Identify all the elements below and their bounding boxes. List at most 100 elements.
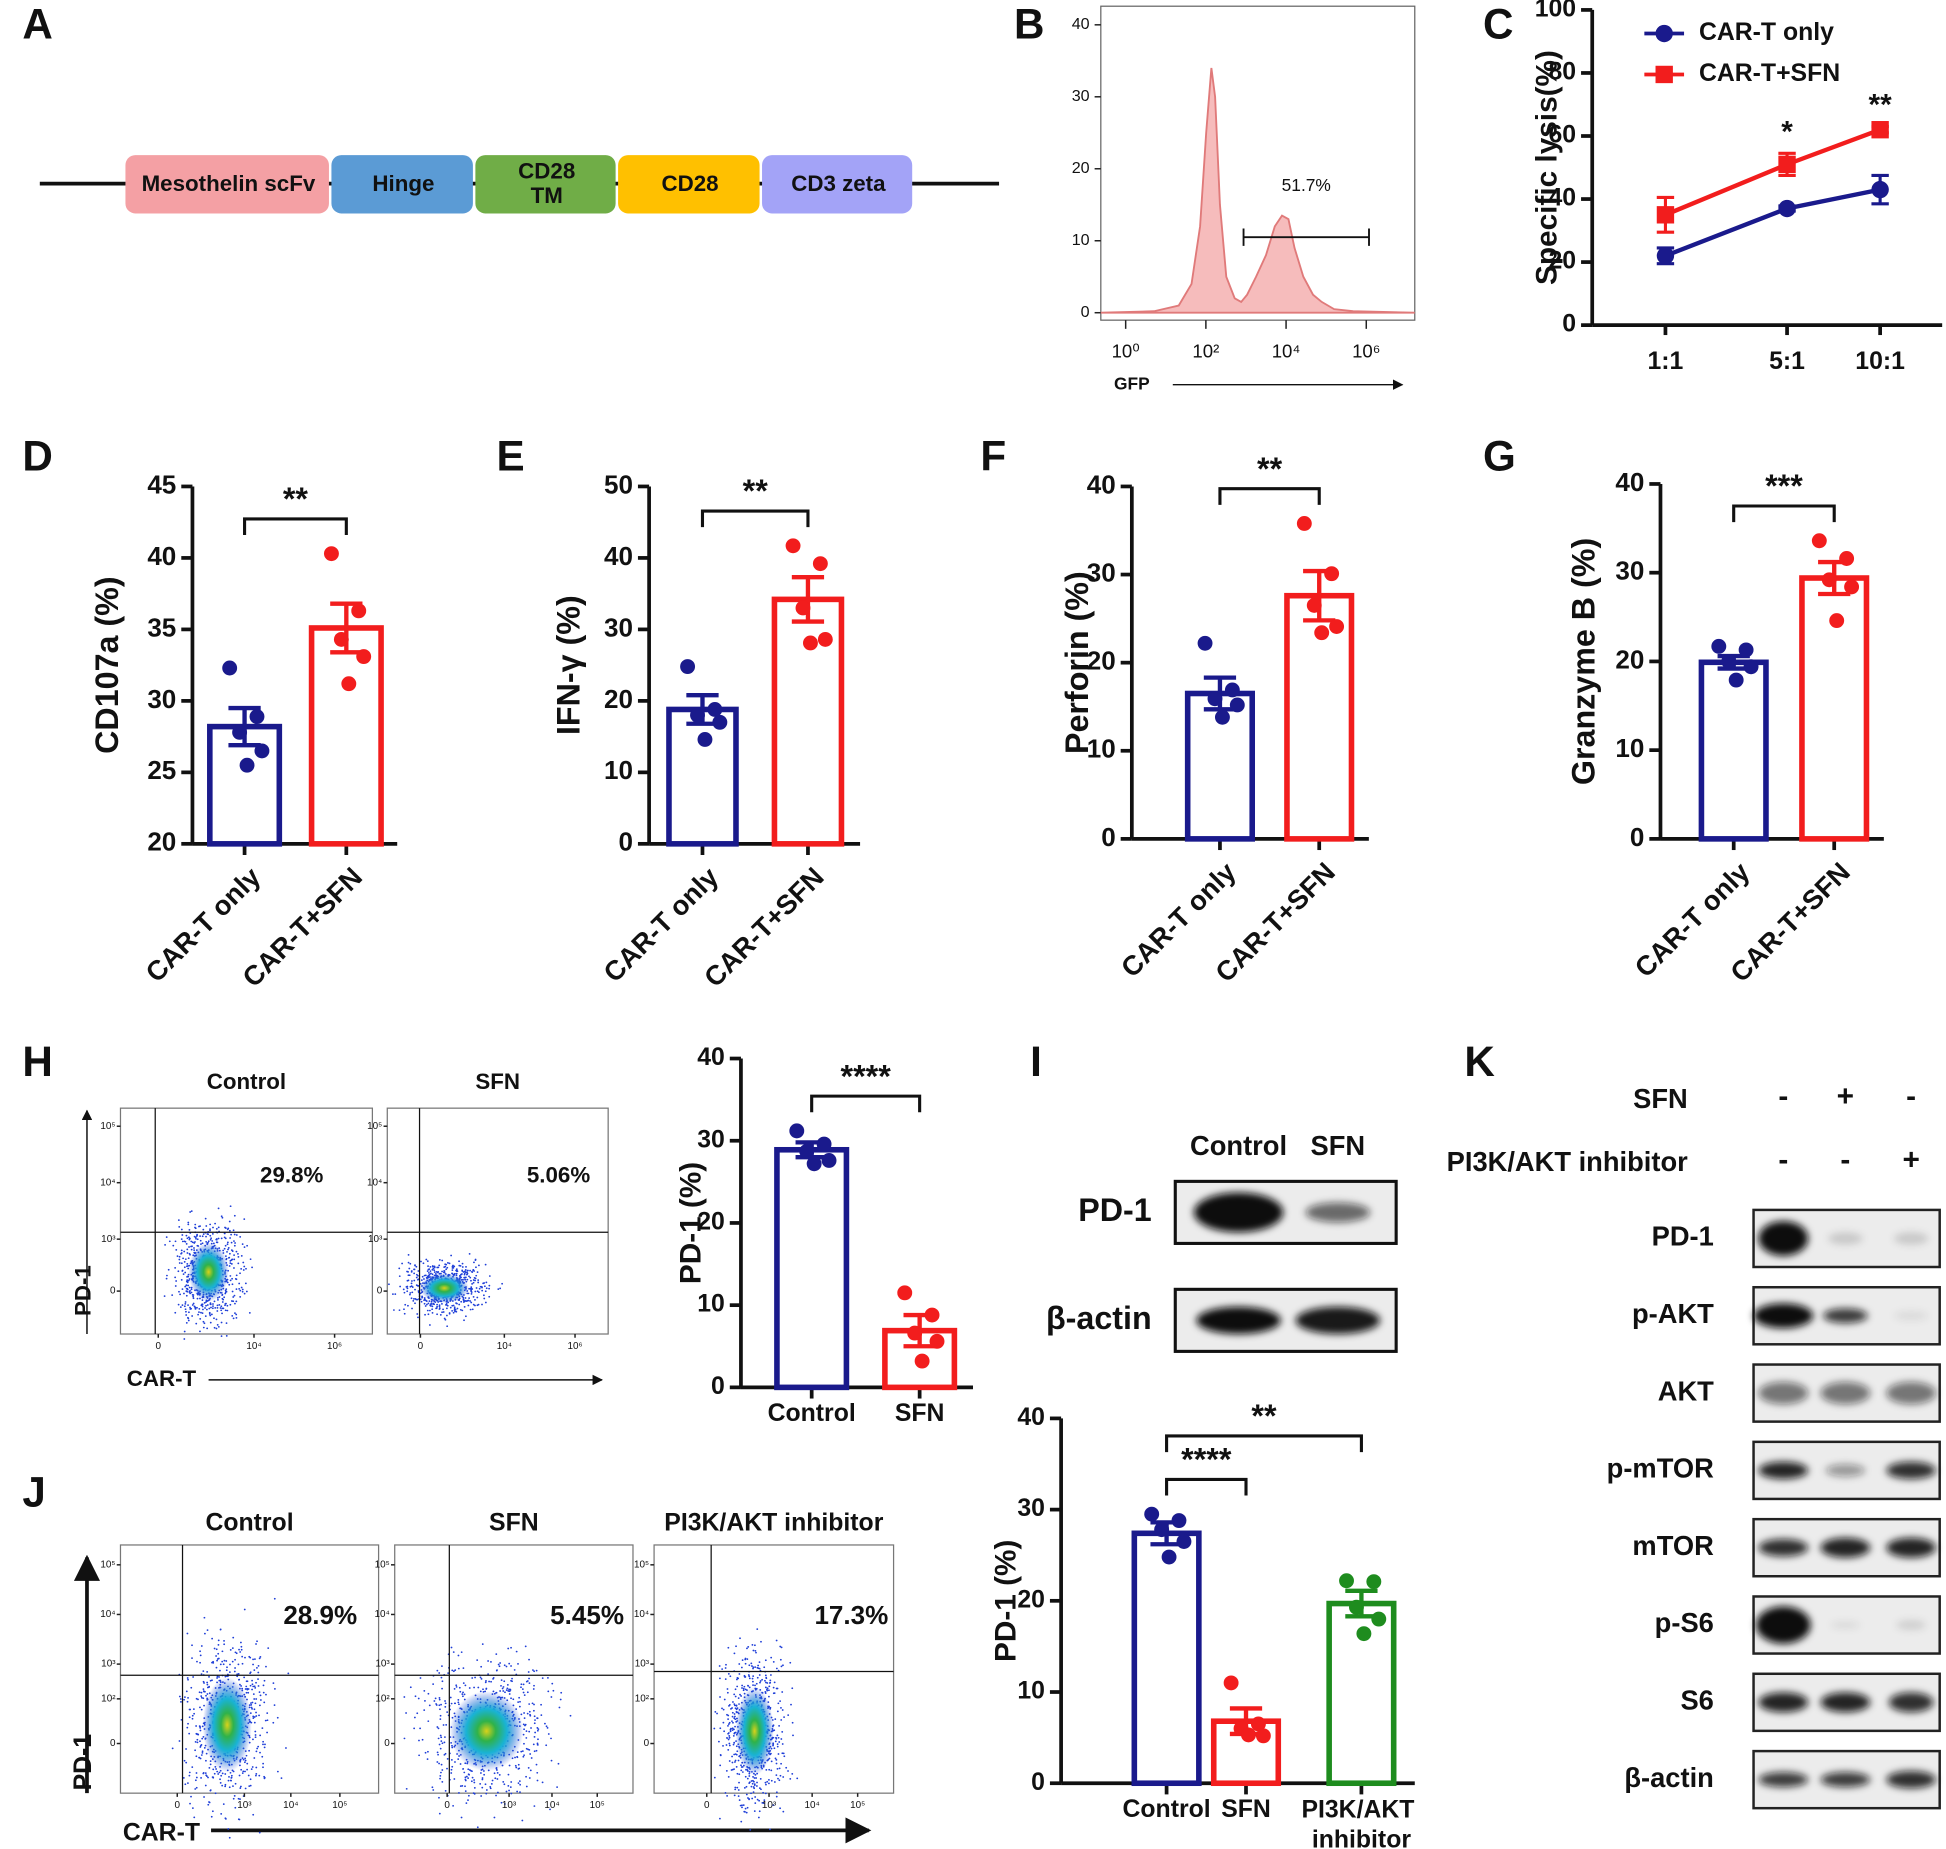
construct-segment (331, 155, 473, 214)
blot-band (1758, 1381, 1809, 1405)
x-tick-label: Control (1123, 1796, 1211, 1823)
panel-label: G (1483, 432, 1516, 479)
legend-label: CAR-T+SFN (1699, 60, 1840, 87)
quadrant-percent: 5.06% (527, 1162, 590, 1187)
panel-label: D (22, 432, 52, 479)
y-axis-label: IFN-γ (%) (550, 595, 586, 735)
y-tick-label: 10² (635, 1693, 650, 1704)
marker (1871, 180, 1889, 199)
y-tick-label: 0 (110, 1286, 116, 1297)
data-point (351, 603, 367, 619)
bar (666, 706, 739, 847)
x-axis-label: CAR-T (127, 1366, 197, 1391)
x-tick-label: 10⁴ (283, 1800, 298, 1811)
x-tick-label: 10² (1192, 340, 1219, 361)
x-tick-label: Control (768, 1400, 856, 1427)
data-point (1144, 1506, 1160, 1522)
y-tick-label: 0 (1562, 311, 1576, 338)
significance-bracket (1165, 1477, 1248, 1496)
panel-label: F (980, 432, 1006, 479)
blot-band (1196, 1306, 1281, 1335)
segment-label: CD28 (518, 158, 575, 183)
data-point (341, 676, 357, 692)
data-point (816, 1136, 832, 1152)
quadrant-percent: 28.9% (283, 1600, 357, 1630)
panel-label: J (22, 1468, 45, 1515)
density-core (202, 1677, 252, 1773)
significance-bracket (243, 517, 348, 536)
construct-segment (762, 155, 913, 214)
segment-label: CD28 (662, 171, 719, 196)
row-label: β-actin (1046, 1300, 1152, 1336)
row-label: PD-1 (1652, 1221, 1714, 1252)
condition-label: PI3K/AKT inhibitor (1447, 1146, 1688, 1177)
y-tick-label: 35 (147, 612, 176, 642)
data-point (1366, 1574, 1382, 1590)
y-tick-label: 20 (147, 827, 176, 857)
significance-label: ** (283, 481, 309, 517)
y-tick-label: 20 (1549, 248, 1577, 275)
condition-label: SFN (1633, 1083, 1688, 1114)
data-point (785, 538, 801, 554)
data-point (1214, 709, 1230, 725)
row-label: p-AKT (1632, 1298, 1714, 1329)
row-label: mTOR (1632, 1530, 1714, 1561)
y-tick-label: 10 (604, 755, 633, 785)
row-label: p-mTOR (1607, 1453, 1714, 1484)
data-point (232, 724, 248, 740)
y-tick-label: 40 (1072, 15, 1090, 33)
construct-segment (125, 155, 329, 214)
marker (1656, 247, 1675, 265)
density-core (449, 1691, 524, 1772)
y-axis-label: PD-1 (%) (990, 1540, 1023, 1662)
y-tick-label: 10³ (101, 1234, 116, 1245)
panel-label: I (1030, 1038, 1042, 1085)
x-tick-label: 10⁴ (246, 1341, 261, 1352)
blot-band (1758, 1461, 1809, 1480)
blot-band (1756, 1606, 1811, 1644)
data-point (817, 631, 833, 647)
x-tick-label: 10³ (502, 1800, 517, 1811)
data-point (323, 546, 339, 562)
error-bar (791, 575, 825, 624)
significance-bracket (1218, 487, 1321, 505)
x-tick-label: 0 (175, 1800, 181, 1811)
significance-bracket (1732, 504, 1836, 523)
blot-band (1295, 1306, 1381, 1335)
y-tick-label: 40 (1615, 467, 1644, 497)
y-axis-label: Specific lysis(%) (1531, 50, 1564, 285)
x-tick-label: 0 (418, 1341, 424, 1352)
significance-label: ** (1251, 1398, 1277, 1434)
y-tick-label: 10 (1017, 1678, 1045, 1705)
x-tick-label: 10⁴ (544, 1800, 559, 1811)
y-tick-label: 45 (147, 469, 176, 499)
data-point (222, 660, 238, 676)
plot-title: PI3K/AKT inhibitor (664, 1509, 883, 1536)
y-axis-label: Granzyme B (%) (1566, 538, 1602, 785)
blot-band (1886, 1381, 1936, 1405)
quadrant-percent: 29.8% (260, 1162, 323, 1187)
y-tick-label: 25 (147, 755, 176, 785)
data-point (1314, 625, 1330, 641)
blot-band (1886, 1537, 1936, 1558)
y-tick-label: 30 (604, 612, 633, 642)
data-point (1207, 691, 1223, 707)
y-tick-label: 10⁴ (367, 1177, 382, 1188)
data-point (1349, 1599, 1364, 1615)
y-tick-label: 10² (101, 1693, 116, 1704)
blot-band (1820, 1692, 1871, 1713)
gate-label: 51.7% (1282, 175, 1331, 195)
row-label: PD-1 (1078, 1192, 1152, 1228)
construct-segment (618, 155, 760, 214)
plot-title: Control (207, 1069, 286, 1094)
y-tick-label: 20 (697, 1208, 725, 1235)
data-point (799, 1143, 815, 1159)
significance-label: * (1781, 115, 1793, 148)
bar (1698, 659, 1769, 842)
condition-sign: - (1778, 1143, 1788, 1176)
significance-label: ** (1869, 89, 1893, 122)
row-label: p-S6 (1655, 1607, 1714, 1638)
column-label: SFN (1311, 1130, 1366, 1161)
y-tick-label: 10³ (635, 1659, 650, 1670)
